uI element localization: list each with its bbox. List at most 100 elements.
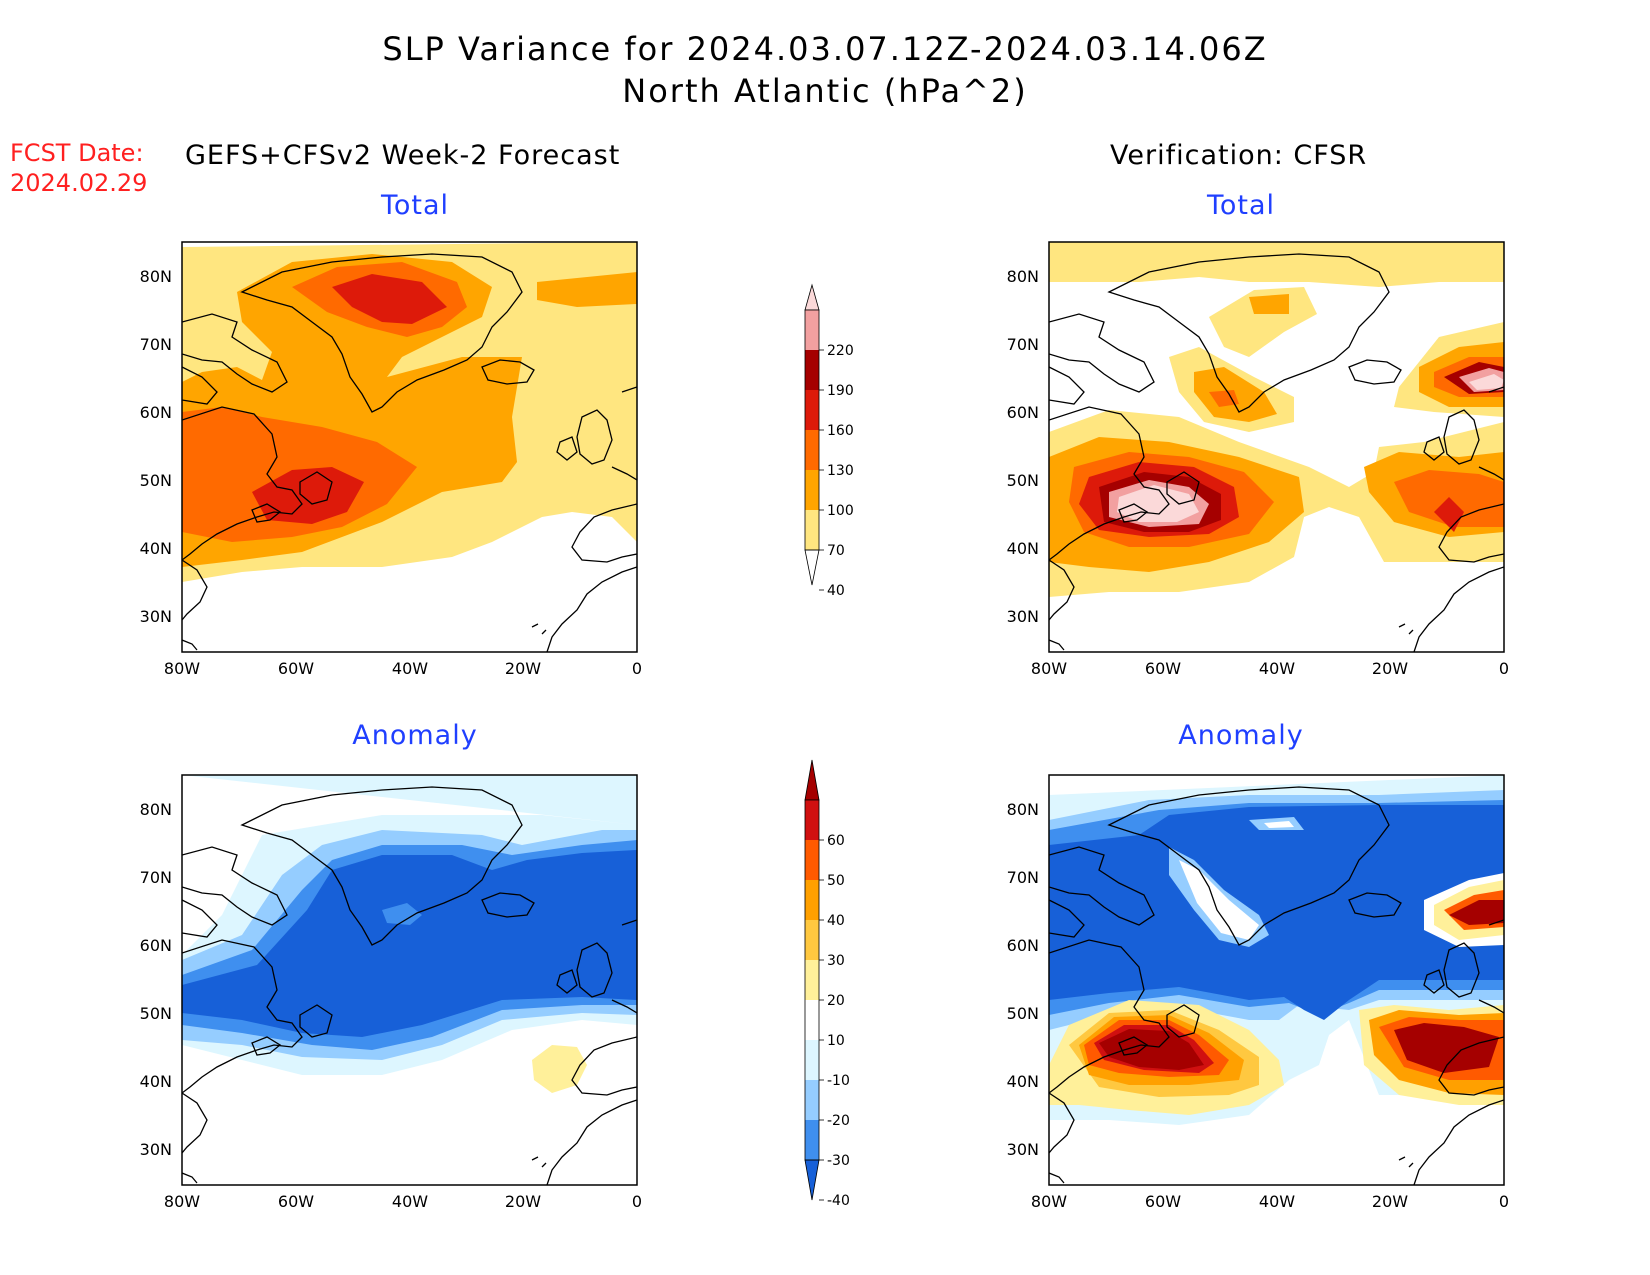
lat-tick: 50N [1007, 1004, 1039, 1023]
lon-tick: 0 [632, 1192, 642, 1211]
anomaly-colorbar-level-label: -20 [827, 1113, 850, 1129]
total-colorbar-level-label: 70 [827, 543, 845, 559]
lon-tick: 40W [1259, 1192, 1295, 1211]
anomaly-colorbar-segment [805, 840, 819, 880]
anomaly-colorbar-level-label: 30 [827, 953, 845, 969]
forecast-date: FCST Date: 2024.02.29 [10, 138, 147, 198]
lat-tick: 80N [1007, 800, 1039, 819]
lon-tick: 40W [392, 659, 428, 678]
anomaly-colorbar-segment [805, 1000, 819, 1040]
lon-tick: 40W [1259, 659, 1295, 678]
lon-tick: 0 [1499, 659, 1509, 678]
lon-tick: 80W [164, 1192, 200, 1211]
total-colorbar-segment [805, 470, 819, 510]
lon-tick: 60W [1145, 1192, 1181, 1211]
lon-tick: 40W [392, 1192, 428, 1211]
forecast-date-label: FCST Date: [10, 139, 144, 167]
verification-total-title: Total [1206, 190, 1276, 221]
lat-tick: 30N [140, 607, 172, 626]
anomaly-colorbar-segment [805, 1080, 819, 1120]
total-colorbar-segment [805, 390, 819, 430]
lat-tick: 30N [140, 1140, 172, 1159]
anomaly-colorbar-level-label: 10 [827, 1033, 845, 1049]
lon-tick: 60W [278, 1192, 314, 1211]
lon-tick: 0 [1499, 1192, 1509, 1211]
total-colorbar-segment [805, 510, 819, 550]
anomaly-colorbar-level-label: 40 [827, 913, 845, 929]
main-subtitle: North Atlantic (hPa^2) [622, 72, 1028, 110]
lat-tick: 60N [140, 936, 172, 955]
verification-total-field [1049, 242, 1504, 652]
anomaly-colorbar-level-label: -10 [827, 1073, 850, 1089]
total-colorbar-level-label: 40 [827, 583, 845, 599]
total-colorbar-segment [805, 310, 819, 350]
lon-tick: 0 [632, 659, 642, 678]
anomaly-colorbar-extend-bottom [804, 1159, 820, 1201]
total-colorbar-level-label: 190 [827, 383, 854, 399]
verification-anomaly-title: Anomaly [1178, 720, 1304, 751]
lon-tick: 60W [278, 659, 314, 678]
verification-anomaly-map: 80N 70N 60N 50N 40N 30N 80W 60W 40W 20W … [1007, 774, 1509, 1211]
lat-tick: 70N [1007, 335, 1039, 354]
lat-tick: 50N [1007, 471, 1039, 490]
lat-tick: 70N [1007, 868, 1039, 887]
total-colorbar-level-label: 130 [827, 463, 854, 479]
total-colorbar-level-label: 100 [827, 503, 854, 519]
total-colorbar-extend-bottom [804, 549, 820, 586]
total-colorbar: 220 190 160 130 100 70 40 [804, 283, 854, 599]
lat-tick: 40N [1007, 539, 1039, 558]
verification-total-map: 80N 70N 60N 50N 40N 30N 80W 60W 40W 20W … [1007, 241, 1509, 678]
lon-tick: 80W [164, 659, 200, 678]
lon-tick: 80W [1031, 1192, 1067, 1211]
forecast-total-map: 80N 70N 60N 50N 40N 30N 80W 60W 40W 20W … [140, 241, 642, 678]
forecast-anomaly-title: Anomaly [352, 720, 478, 751]
lat-tick: 40N [140, 1072, 172, 1091]
anomaly-colorbar-level-label: -40 [827, 1193, 850, 1209]
lat-tick: 80N [140, 267, 172, 286]
lat-tick: 50N [140, 471, 172, 490]
total-colorbar-segment [805, 430, 819, 470]
total-colorbar-extend-top [804, 283, 820, 311]
anomaly-colorbar-extend-top [804, 759, 820, 801]
forecast-anomaly-map: 80N 70N 60N 50N 40N 30N 80W 60W 40W 20W … [140, 774, 642, 1211]
lat-tick: 80N [140, 800, 172, 819]
lat-tick: 30N [1007, 1140, 1039, 1159]
forecast-anomaly-field [182, 775, 637, 1185]
anomaly-colorbar-segment [805, 960, 819, 1000]
anomaly-colorbar-level-label: 20 [827, 993, 845, 1009]
lat-tick: 60N [140, 403, 172, 422]
anomaly-colorbar-segment [805, 920, 819, 960]
lon-tick: 20W [505, 659, 541, 678]
anomaly-colorbar-segment [805, 800, 819, 840]
forecast-total-field [182, 242, 637, 652]
forecast-total-title: Total [380, 190, 450, 221]
lat-tick: 60N [1007, 403, 1039, 422]
forecast-column-header: GEFS+CFSv2 Week-2 Forecast [185, 140, 621, 171]
lat-tick: 60N [1007, 936, 1039, 955]
lat-tick: 50N [140, 1004, 172, 1023]
anomaly-colorbar-level-label: 50 [827, 873, 845, 889]
anomaly-colorbar-segment [805, 1120, 819, 1160]
lat-tick: 30N [1007, 607, 1039, 626]
anomaly-colorbar-segment [805, 1040, 819, 1080]
lon-tick: 60W [1145, 659, 1181, 678]
anomaly-colorbar-level-label: 60 [827, 833, 845, 849]
anomaly-colorbar-level-label: -30 [827, 1153, 850, 1169]
main-title: SLP Variance for 2024.03.07.12Z-2024.03.… [382, 30, 1268, 68]
total-colorbar-level-label: 220 [827, 343, 854, 359]
lon-tick: 80W [1031, 659, 1067, 678]
anomaly-colorbar: 60 50 40 30 20 10 -10 -20 -30 -40 [804, 759, 850, 1209]
total-colorbar-level-label: 160 [827, 423, 854, 439]
lat-tick: 70N [140, 868, 172, 887]
lat-tick: 80N [1007, 267, 1039, 286]
lon-tick: 20W [1372, 659, 1408, 678]
total-colorbar-segment [805, 350, 819, 390]
lon-tick: 20W [505, 1192, 541, 1211]
lon-tick: 20W [1372, 1192, 1408, 1211]
anomaly-colorbar-segment [805, 880, 819, 920]
lat-tick: 70N [140, 335, 172, 354]
verification-anomaly-field [1049, 775, 1504, 1185]
lat-tick: 40N [1007, 1072, 1039, 1091]
verification-column-header: Verification: CFSR [1110, 140, 1368, 171]
forecast-date-value: 2024.02.29 [10, 169, 148, 197]
